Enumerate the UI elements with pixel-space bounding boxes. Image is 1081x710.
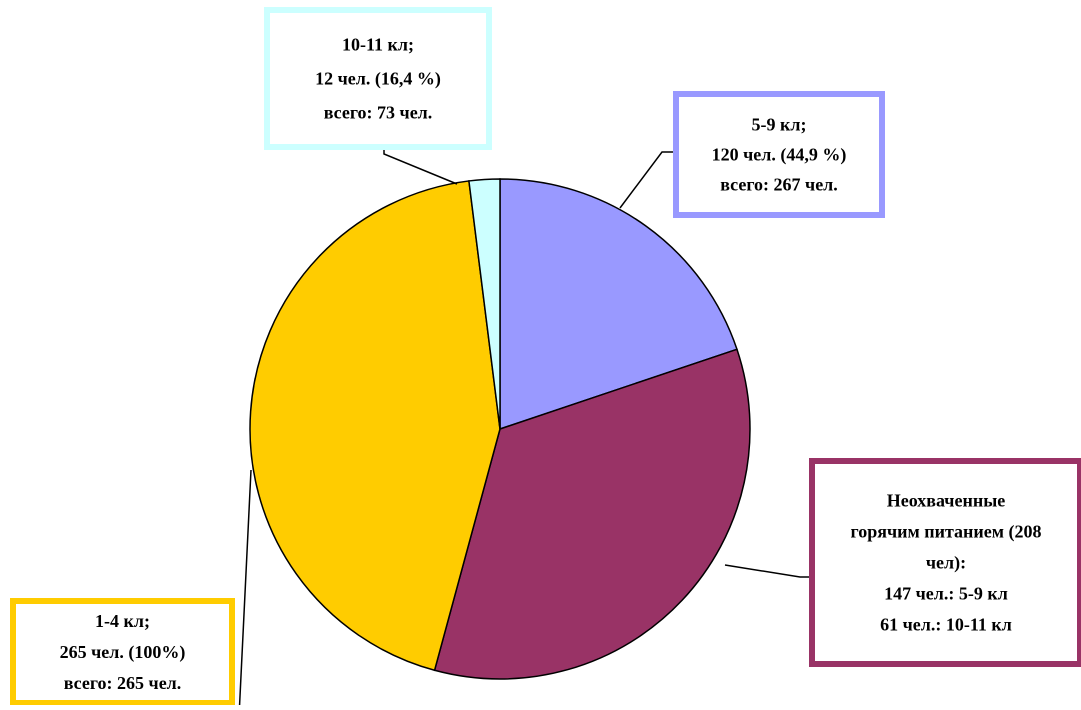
data-label-2-line-5: 61 чел.: 10-11 кл — [880, 615, 1012, 635]
leader-line-4 — [383, 150, 458, 185]
pie-slices — [249, 178, 751, 680]
data-label-4-line-2: 12 чел. (16,4 %) — [315, 69, 441, 90]
data-labels: 5-9 кл; 120 чел. (44,9 %) всего: 267 чел. Н… — [10, 7, 1081, 706]
data-label-box-2 — [809, 458, 1081, 667]
data-label-2-line-1: Неохваченные — [887, 491, 1005, 511]
pie-slice-1 — [499, 178, 738, 431]
pie-slice-2 — [433, 348, 751, 680]
data-label-1-line-1: 5-9 кл; — [752, 115, 807, 135]
leader-line-2 — [724, 564, 812, 578]
leader-line-1 — [619, 151, 676, 209]
pie-slice-4 — [468, 178, 501, 430]
data-label-box-1 — [673, 91, 885, 218]
leader-line-3 — [238, 469, 252, 710]
pie-slice-3 — [249, 180, 501, 672]
data-label-2-line-3: чел): — [926, 553, 966, 574]
data-label-box-3 — [10, 598, 235, 706]
data-label-4-line-3: всего: 73 чел. — [324, 103, 433, 123]
leader-lines — [238, 150, 812, 710]
data-label-1-line-3: всего: 267 чел. — [720, 175, 838, 195]
data-label-3-line-3: всего: 265 чел. — [64, 673, 182, 693]
data-label-3-line-2: 265 чел. (100%) — [60, 642, 186, 663]
data-label-1-line-2: 120 чел. (44,9 %) — [712, 145, 847, 166]
data-label-4-line-1: 10-11 кл; — [342, 35, 414, 55]
data-label-2-line-4: 147 чел.: 5-9 кл — [884, 584, 1008, 604]
data-label-2-line-2: горячим питанием (208 — [850, 522, 1041, 543]
data-label-box-4 — [264, 7, 492, 150]
data-label-3-line-1: 1-4 кл; — [95, 611, 150, 631]
